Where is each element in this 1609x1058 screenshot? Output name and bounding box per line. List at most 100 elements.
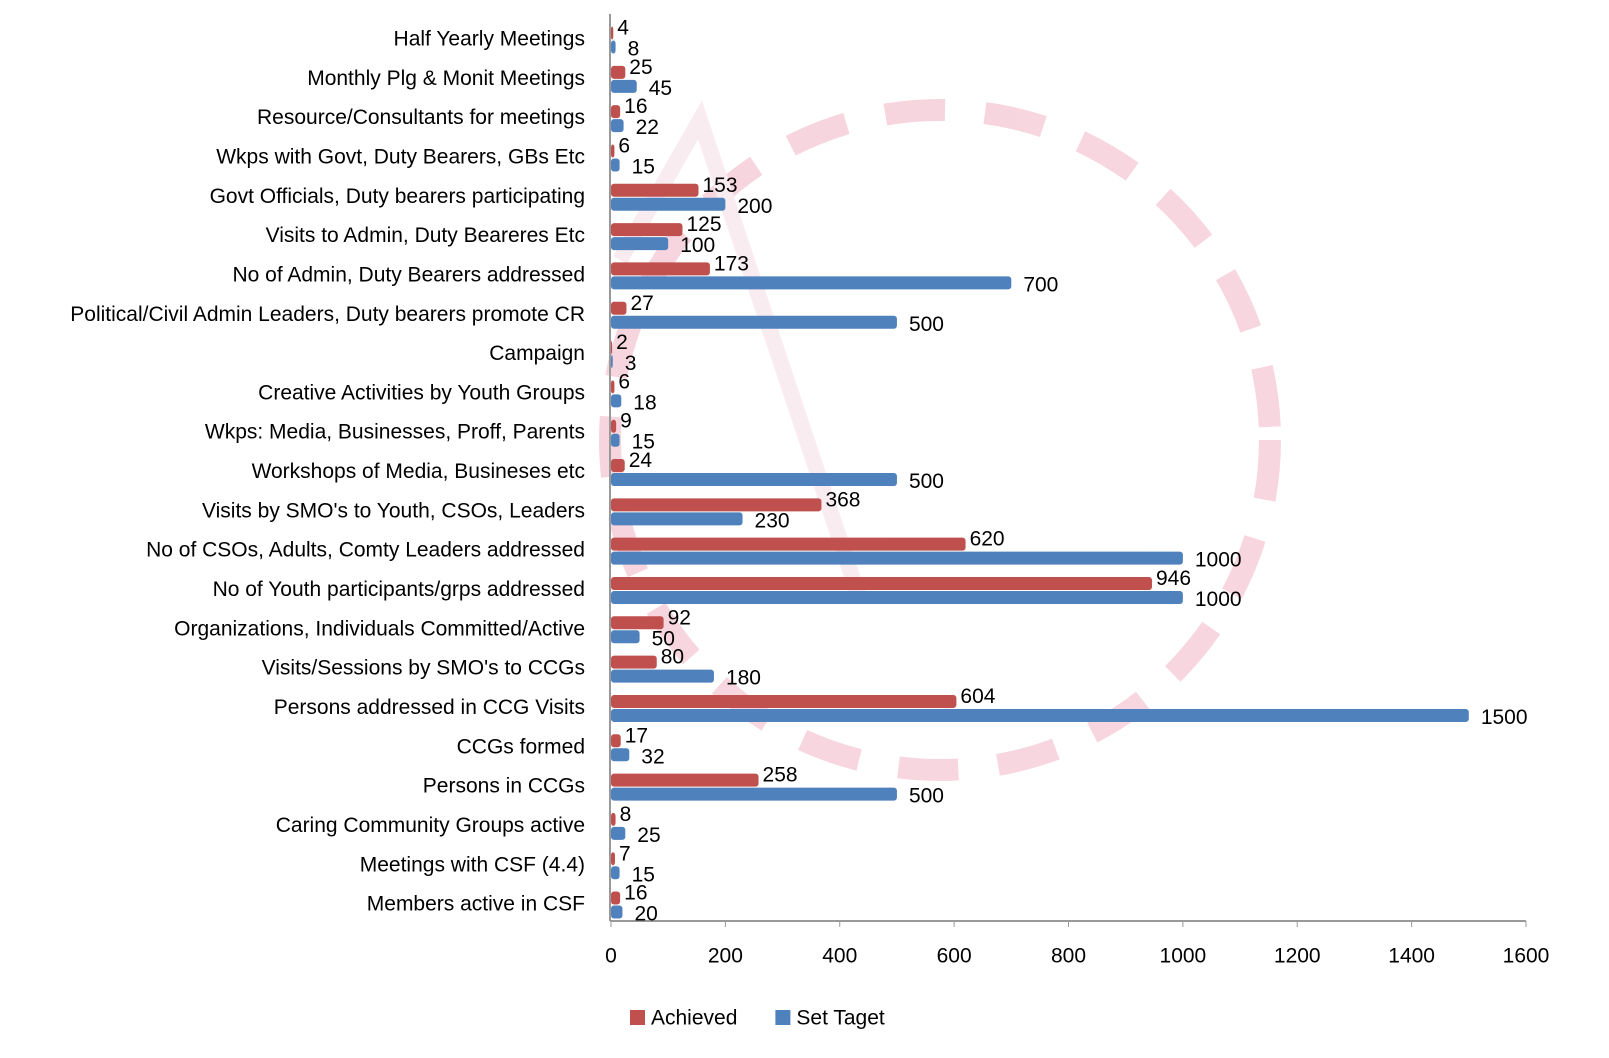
data-label: 946: [1156, 567, 1191, 590]
bar: [611, 183, 699, 197]
bar: [611, 394, 622, 408]
bar: [611, 773, 759, 787]
data-label: 1000: [1195, 588, 1242, 611]
y-tick-label: No of Youth participants/grps addressed: [213, 578, 585, 601]
data-label: 18: [633, 391, 656, 414]
y-tick-label: Political/Civil Admin Leaders, Duty bear…: [70, 303, 585, 326]
data-label: 700: [1023, 273, 1058, 296]
bar: [611, 537, 966, 551]
x-tick-label: 1600: [1503, 945, 1550, 968]
legend-label: Achieved: [651, 1007, 737, 1030]
data-label: 16: [624, 882, 647, 905]
bar: [611, 380, 615, 394]
data-label: 6: [618, 135, 630, 158]
data-label: 92: [668, 606, 691, 629]
bar: [611, 787, 897, 801]
data-label: 100: [680, 234, 715, 257]
bar: [611, 158, 620, 172]
data-label: 604: [960, 685, 995, 708]
data-label: 500: [909, 470, 944, 493]
bar: [611, 590, 1183, 604]
data-label: 1000: [1195, 549, 1242, 572]
y-tick-label: No of CSOs, Adults, Comty Leaders addres…: [146, 539, 585, 562]
data-label: 200: [737, 195, 772, 218]
data-label: 80: [661, 646, 684, 669]
y-tick-label: No of Admin, Duty Bearers addressed: [232, 263, 585, 286]
legend-swatch: [630, 1010, 645, 1025]
x-tick-label: 0: [605, 945, 617, 968]
bar: [611, 144, 615, 158]
y-tick-label: Resource/Consultants for meetings: [257, 106, 585, 129]
x-tick-label: 200: [708, 945, 743, 968]
x-tick-label: 1400: [1388, 945, 1435, 968]
bar: [611, 223, 683, 237]
bar: [611, 341, 613, 355]
data-label: 6: [618, 370, 630, 393]
y-tick-label: Govt Officials, Duty bearers participati…: [210, 185, 585, 208]
bar: [611, 301, 627, 315]
data-label: 20: [634, 903, 657, 926]
bar: [611, 40, 616, 54]
data-label: 25: [629, 56, 652, 79]
bar: [611, 694, 957, 708]
bar: [611, 355, 613, 369]
y-tick-label: Campaign: [489, 342, 585, 365]
x-tick-label: 800: [1051, 945, 1086, 968]
data-label: 9: [620, 410, 632, 433]
data-label: 500: [909, 785, 944, 808]
data-label: 8: [628, 38, 640, 61]
x-tick-label: 600: [937, 945, 972, 968]
data-label: 50: [652, 627, 675, 650]
y-tick-label: Monthly Plg & Monit Meetings: [307, 67, 585, 90]
bar: [611, 498, 822, 512]
bar: [611, 79, 637, 93]
data-label: 125: [686, 213, 721, 236]
bar: [611, 65, 626, 79]
data-label: 17: [625, 724, 648, 747]
x-tick-label: 1200: [1274, 945, 1321, 968]
y-tick-label: CCGs formed: [457, 735, 585, 758]
data-label: 258: [763, 764, 798, 787]
data-label: 27: [630, 292, 653, 315]
bar: [611, 630, 640, 644]
y-tick-label: Half Yearly Meetings: [394, 28, 585, 51]
bar: [611, 891, 621, 905]
data-label: 8: [620, 803, 632, 826]
bar: [611, 459, 625, 473]
data-label: 45: [649, 77, 672, 100]
data-label: 3: [625, 352, 637, 375]
bar: [611, 551, 1183, 565]
legend-swatch: [775, 1010, 791, 1025]
bar: [611, 119, 624, 133]
y-tick-label: Visits/Sessions by SMO's to CCGs: [262, 657, 585, 680]
data-label: 153: [702, 174, 737, 197]
data-label: 22: [636, 116, 659, 139]
data-label: 500: [909, 313, 944, 336]
bar: [611, 315, 897, 329]
data-label: 25: [637, 824, 660, 847]
data-label: 16: [624, 95, 647, 118]
y-tick-label: Persons addressed in CCG Visits: [274, 696, 585, 719]
bar: [611, 734, 621, 748]
data-label: 620: [970, 528, 1005, 551]
bar: [611, 473, 897, 487]
bar: [611, 512, 743, 526]
bar: [611, 905, 623, 919]
bar: [611, 105, 621, 119]
data-label: 230: [755, 509, 790, 532]
bar: [611, 669, 714, 683]
y-tick-label: Members active in CSF: [367, 893, 585, 916]
y-tick-label: Workshops of Media, Busineses etc: [252, 460, 585, 483]
data-label: 2: [616, 331, 628, 354]
bar: [611, 708, 1469, 722]
bar: [611, 433, 620, 447]
x-tick-label: 1000: [1160, 945, 1207, 968]
bar: [611, 616, 664, 630]
bar: [611, 812, 616, 826]
data-label: 173: [714, 252, 749, 275]
bar: [611, 748, 630, 762]
bar: [611, 197, 726, 211]
bar: [611, 655, 657, 669]
y-tick-label: Persons in CCGs: [423, 775, 585, 798]
bar: [611, 262, 710, 276]
